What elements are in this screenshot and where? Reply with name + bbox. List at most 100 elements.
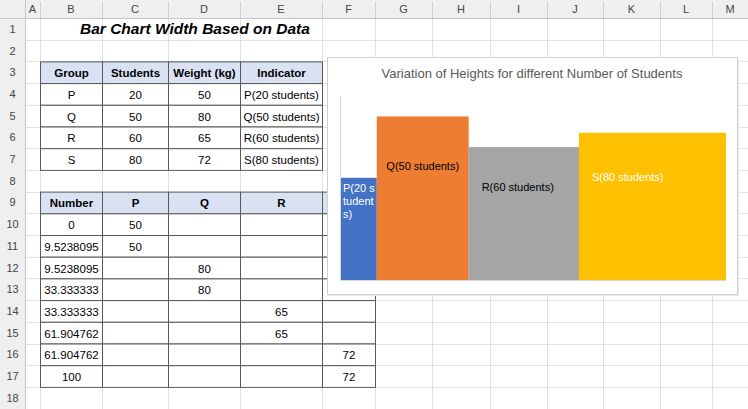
bar <box>377 116 469 280</box>
header-separator <box>490 2 491 18</box>
table-cell-text: 50 <box>129 111 142 123</box>
column-letter: J <box>572 3 578 15</box>
row-number: 15 <box>6 327 18 339</box>
table-cell-text: 80 <box>198 263 211 275</box>
table-cell-text: 9.5238095 <box>44 241 98 253</box>
table-cell <box>103 236 169 258</box>
axis-line <box>340 97 341 281</box>
table-cell <box>241 322 323 344</box>
table-cell <box>241 84 323 106</box>
column-letter: L <box>683 3 689 15</box>
table-cell-text: S(80 students) <box>244 154 319 166</box>
bar-label: P(20 students) <box>343 182 375 220</box>
table-header-cell <box>41 62 103 84</box>
table-cell-text: 72 <box>198 154 211 166</box>
table-cell <box>41 279 103 301</box>
table-cell <box>241 257 323 279</box>
column-letter: D <box>200 3 208 15</box>
row-number: 3 <box>9 66 15 78</box>
bar <box>469 147 579 280</box>
row-number: 2 <box>9 45 15 57</box>
table-cell <box>169 366 241 388</box>
row-number: 4 <box>9 88 15 100</box>
table-cell <box>103 214 169 236</box>
column-letter: M <box>725 3 734 15</box>
row-number: 9 <box>9 196 15 208</box>
table-header-text: Group <box>54 67 89 79</box>
table-cell <box>103 257 169 279</box>
table-cell <box>241 105 323 127</box>
table-header-text: Students <box>111 67 160 79</box>
bar-label-line: s) <box>343 208 352 220</box>
table-cell <box>103 322 169 344</box>
table-header-text: P <box>132 197 140 209</box>
table-cell <box>103 301 169 323</box>
header-separator <box>375 2 376 18</box>
y-axis <box>340 97 341 281</box>
header-separator <box>547 2 548 18</box>
table-cell-text: 80 <box>129 154 142 166</box>
table-header-cell <box>241 192 323 214</box>
table-cell-text: 65 <box>275 306 288 318</box>
table-cell-text: 20 <box>129 89 142 101</box>
bar <box>579 133 726 280</box>
table-steps: NumberPQR0509.5238095509.52380958033.333… <box>41 192 376 387</box>
table-header-cell <box>169 62 241 84</box>
row-number: 5 <box>9 110 15 122</box>
table-cell-text: Q(50 students) <box>243 111 319 123</box>
table-cell-text: 50 <box>198 89 211 101</box>
table-cell <box>169 236 241 258</box>
table-cell-text: 80 <box>198 284 211 296</box>
column-letter: G <box>399 3 408 15</box>
table-cell-text: P <box>68 89 76 101</box>
table-cell <box>41 236 103 258</box>
table-cell <box>241 127 323 149</box>
table-cell <box>241 236 323 258</box>
table-cell-text: 33.333333 <box>44 284 98 296</box>
column-letter: F <box>345 3 352 15</box>
row-number: 7 <box>9 153 15 165</box>
table-cell-text: 72 <box>343 371 356 383</box>
row-number: 14 <box>6 305 18 317</box>
table-cell <box>41 127 103 149</box>
row-number: 18 <box>6 392 18 404</box>
header-separator <box>102 2 103 18</box>
table-cell-text: 65 <box>198 132 211 144</box>
table-cell <box>103 366 169 388</box>
table-cell <box>103 84 169 106</box>
table-cell <box>323 301 376 323</box>
row-number: 13 <box>6 283 18 295</box>
table-header-text: Weight (kg) <box>173 67 236 79</box>
table-cell <box>169 149 241 171</box>
table-cell <box>241 279 323 301</box>
bar-labels: P(20 students)Q(50 students)R(60 student… <box>343 160 663 220</box>
table-cell <box>169 279 241 301</box>
table-cell-text: 60 <box>129 132 142 144</box>
table-cell <box>41 344 103 366</box>
table-cell <box>241 214 323 236</box>
table-cell <box>241 301 323 323</box>
table-cell <box>169 84 241 106</box>
header-separator <box>712 2 713 18</box>
header-separator <box>432 2 433 18</box>
table-cell <box>103 105 169 127</box>
table-cell <box>103 149 169 171</box>
table-header-text: Number <box>50 197 94 209</box>
table-cell-text: 61.904762 <box>44 349 98 361</box>
header-separator <box>240 2 241 18</box>
table-cell-text: 33.333333 <box>44 306 98 318</box>
bars <box>340 116 726 280</box>
table-cell <box>241 366 323 388</box>
grid-line <box>0 40 748 41</box>
table-header-cell <box>103 62 169 84</box>
row-header-bar <box>0 0 25 409</box>
bar <box>340 178 377 280</box>
table-cell-text: R(60 students) <box>244 132 320 144</box>
cell-grid <box>0 18 748 409</box>
column-letter: H <box>457 3 465 15</box>
table-cell <box>241 149 323 171</box>
axis-line <box>341 280 727 281</box>
table-header-cell <box>103 192 169 214</box>
table-cell-text: 50 <box>129 219 142 231</box>
table-cell <box>241 344 323 366</box>
